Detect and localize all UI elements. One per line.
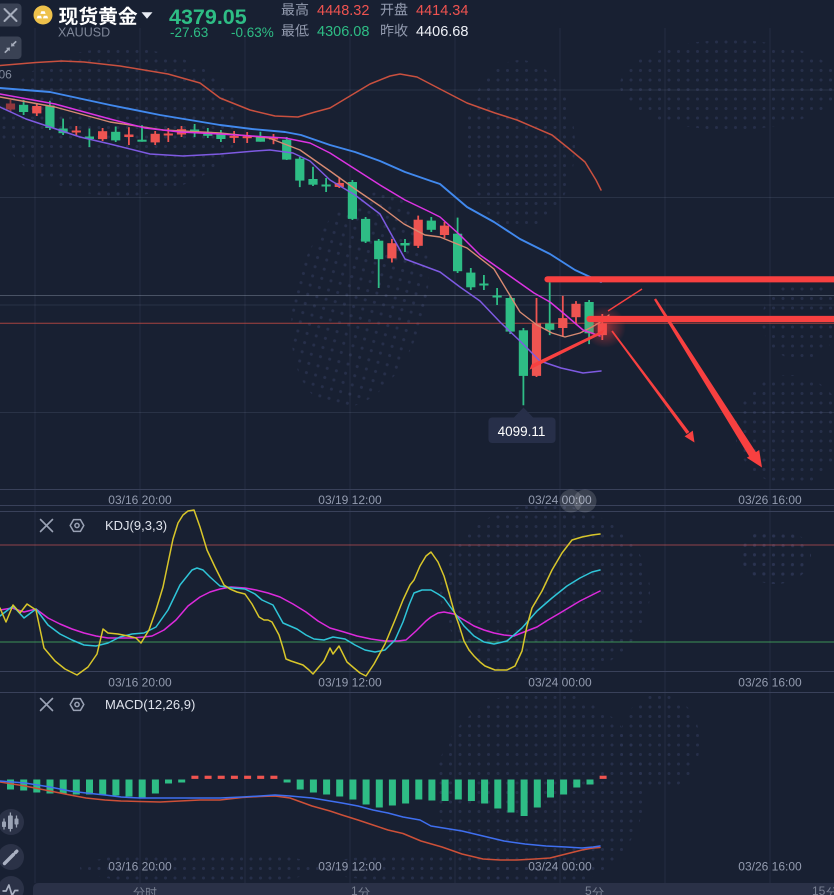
svg-text:XAUUSD: XAUUSD [58, 26, 110, 40]
svg-text:03/16 20:00: 03/16 20:00 [108, 676, 172, 690]
svg-text:06: 06 [0, 68, 12, 82]
svg-text:-0.63%: -0.63% [231, 25, 274, 40]
svg-text:4414.34: 4414.34 [416, 3, 468, 19]
svg-text:03/24 00:00: 03/24 00:00 [528, 676, 592, 690]
svg-text:03/16 20:00: 03/16 20:00 [108, 493, 172, 507]
svg-text:03/26 16:00: 03/26 16:00 [738, 676, 802, 690]
svg-text:03/26 16:00: 03/26 16:00 [738, 493, 802, 507]
svg-text:03/26 16:00: 03/26 16:00 [738, 860, 802, 874]
svg-text:4099.11: 4099.11 [498, 424, 546, 439]
svg-text:KDJ(9,3,3): KDJ(9,3,3) [105, 518, 167, 533]
svg-text:03/24 00:00: 03/24 00:00 [528, 860, 592, 874]
svg-text:-27.63: -27.63 [170, 25, 208, 40]
svg-text:03/24 00:00: 03/24 00:00 [528, 493, 592, 507]
svg-text:MACD(12,26,9): MACD(12,26,9) [105, 697, 195, 712]
svg-text:03/16 20:00: 03/16 20:00 [108, 860, 172, 874]
svg-text:4306.08: 4306.08 [317, 24, 369, 40]
svg-text:4379.05: 4379.05 [169, 5, 247, 29]
svg-text:03/19 12:00: 03/19 12:00 [318, 493, 382, 507]
svg-text:4406.68: 4406.68 [416, 24, 468, 40]
svg-text:15: 15 [812, 884, 826, 895]
svg-text:03/19 12:00: 03/19 12:00 [318, 860, 382, 874]
svg-text:1: 1 [351, 884, 358, 895]
svg-text:03/19 12:00: 03/19 12:00 [318, 676, 382, 690]
svg-text:4448.32: 4448.32 [317, 3, 369, 19]
svg-text:5: 5 [585, 884, 592, 895]
